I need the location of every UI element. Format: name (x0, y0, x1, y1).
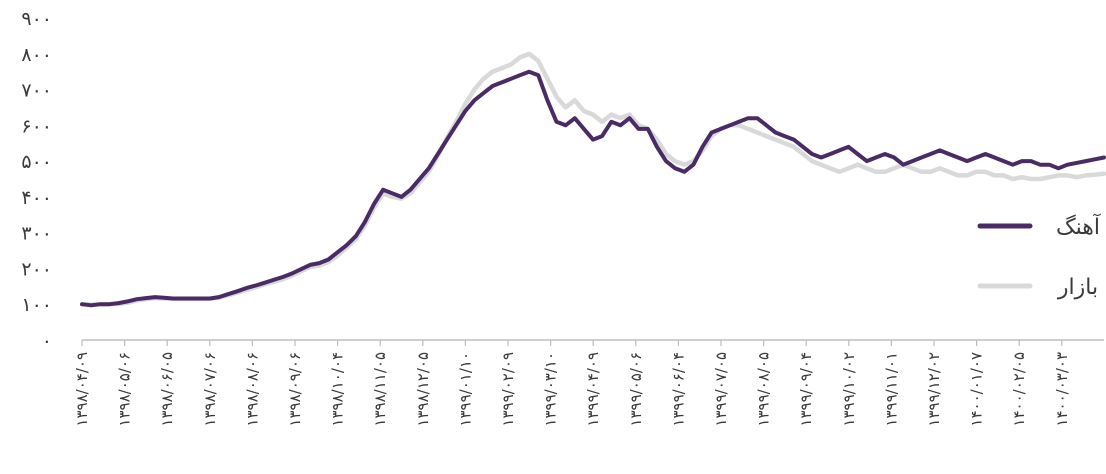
y-tick-label: ۲۰۰ (21, 258, 52, 280)
x-tick-label: ۱۳۹۹/۰۳/۱۰ (542, 352, 560, 427)
x-tick-label: ۱۳۹۸/۰۴/۰۹ (73, 352, 91, 427)
y-tick-label: ۱۰۰ (21, 294, 52, 316)
series-line-bazar (79, 51, 1106, 307)
x-tick-label: ۱۳۹۸/۰۶/۰۵ (158, 352, 176, 427)
y-tick-label: ۹۰۰ (21, 8, 52, 30)
x-tick-label: ۱۳۹۹/۰۶/۰۴ (669, 352, 687, 427)
x-tick-label: ۱۳۹۸/۰۹/۰۶ (286, 352, 304, 427)
x-tick-label: ۱۳۹۹/۱۰/۰۲ (840, 352, 858, 427)
y-tick-label: ۷۰۰ (21, 80, 52, 102)
x-tick-label: ۱۳۹۹/۰۸/۰۵ (755, 352, 773, 427)
x-axis: ۱۳۹۸/۰۴/۰۹ ۱۳۹۸/۰۵/۰۶ ۱۳۹۸/۰۶/۰۵ ۱۳۹۸/۰۷/۰۶… (73, 340, 1071, 427)
x-tick-label: ۱۳۹۹/۰۷/۰۵ (712, 352, 730, 427)
x-tick-label: ۱۳۹۸/۱۰/۰۴ (329, 352, 347, 427)
series-layer (79, 51, 1106, 308)
y-tick-label: ۴۰۰ (21, 187, 52, 209)
legend-label: آهنگ (1056, 213, 1101, 240)
x-tick-label: ۱۴۰۰/۰۱/۰۷ (968, 352, 986, 427)
x-tick-label: ۱۴۰۰/۰۳/۰۳ (1053, 352, 1071, 427)
x-tick-label: ۱۳۹۹/۰۱/۱۰ (456, 352, 474, 427)
x-tick-label: ۱۳۹۹/۰۲/۰۹ (499, 352, 517, 427)
y-tick-label: ۸۰۰ (21, 44, 52, 66)
x-tick-label: ۱۳۹۸/۱۱/۰۵ (371, 352, 389, 427)
x-tick-label: ۱۳۹۸/۰۸/۰۶ (243, 352, 261, 427)
y-tick-label: ۶۰۰ (21, 115, 52, 137)
y-tick-label: ۵۰۰ (21, 151, 52, 173)
legend: آهنگ بازار (977, 213, 1101, 300)
y-tick-label: ۰ (42, 330, 52, 352)
x-tick-label: ۱۳۹۸/۰۷/۰۶ (201, 352, 219, 427)
x-tick-label: ۱۳۹۹/۰۹/۰۴ (797, 352, 815, 427)
x-tick-label: ۱۳۹۹/۱۱/۰۱ (882, 352, 900, 427)
legend-label: بازار (1057, 275, 1098, 300)
y-tick-label: ۳۰۰ (21, 223, 52, 245)
x-tick-label: ۱۳۹۸/۱۲/۰۵ (414, 352, 432, 427)
y-axis: ۹۰۰ ۸۰۰ ۷۰۰ ۶۰۰ ۵۰۰ ۴۰۰ ۳۰۰ ۲۰۰ ۱۰۰ ۰ (21, 8, 52, 352)
series-line-ahang (80, 69, 1106, 308)
x-tick-label: ۱۴۰۰/۰۲/۰۵ (1010, 352, 1028, 427)
x-tick-label: ۱۳۹۹/۱۲/۰۲ (925, 352, 943, 427)
x-tick-label: ۱۳۹۸/۰۵/۰۶ (116, 352, 134, 427)
x-tick-label: ۱۳۹۹/۰۴/۰۹ (584, 352, 602, 427)
x-tick-label: ۱۳۹۹/۰۵/۰۶ (627, 352, 645, 427)
